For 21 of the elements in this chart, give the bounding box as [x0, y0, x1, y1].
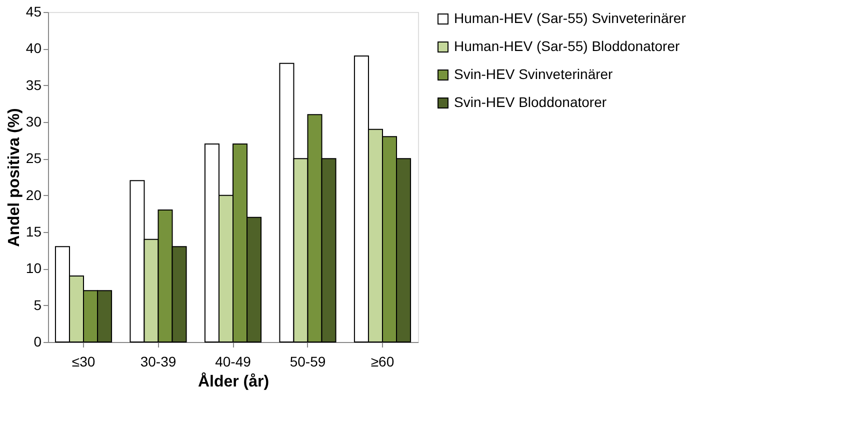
- y-tick-label: 0: [34, 334, 42, 350]
- legend-label: Human-HEV (Sar-55) Bloddonatorer: [454, 38, 680, 54]
- y-tick-label: 40: [26, 40, 42, 56]
- legend-label: Svin-HEV Svinveterinärer: [454, 66, 614, 82]
- legend-label: Human-HEV (Sar-55) Svinveterinärer: [454, 10, 686, 26]
- y-axis-title: Andel positiva (%): [6, 108, 23, 247]
- x-tick-label: 40-49: [215, 354, 252, 370]
- y-tick-label: 25: [26, 150, 42, 166]
- y-tick-label: 15: [26, 224, 42, 240]
- y-tick-label: 45: [26, 4, 42, 20]
- y-tick-label: 10: [26, 260, 42, 276]
- x-tick-label: ≤30: [72, 354, 96, 370]
- x-axis-title: Ålder (år): [198, 372, 270, 390]
- x-tick-label: 50-59: [290, 354, 326, 370]
- legend-label: Svin-HEV Bloddonatorer: [454, 94, 607, 110]
- y-tick-label: 35: [26, 76, 42, 93]
- y-tick-label: 30: [26, 114, 42, 130]
- x-tick-label: 30-39: [140, 354, 176, 370]
- y-tick-label: 20: [26, 186, 42, 203]
- x-tick-label: ≥60: [370, 354, 394, 370]
- y-tick-label: 5: [34, 296, 42, 313]
